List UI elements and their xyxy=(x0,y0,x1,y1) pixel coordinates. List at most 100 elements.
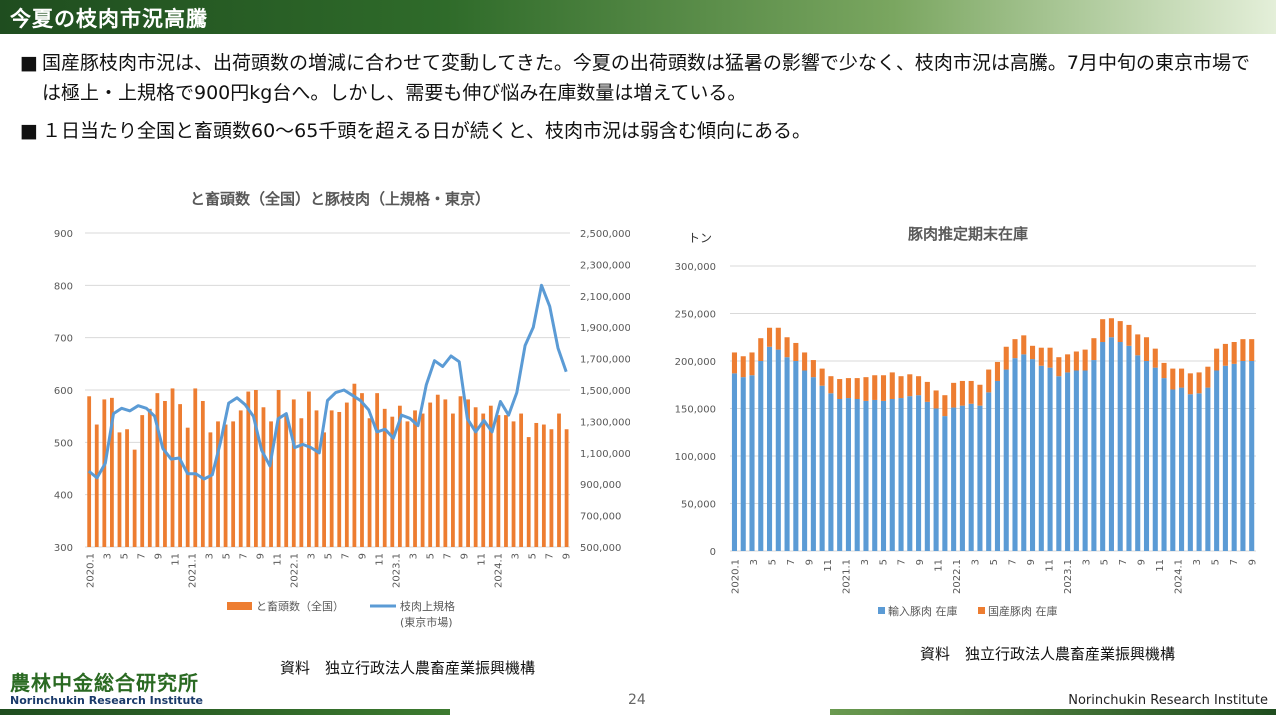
import-stock-bar xyxy=(977,405,983,551)
import-stock-bar xyxy=(1126,345,1132,551)
domestic-stock-bar xyxy=(924,381,930,402)
chart-title: と畜頭数（全国）と豚枝肉（上規格・東京） xyxy=(190,190,490,208)
slaughter-bar xyxy=(208,432,213,547)
slaughter-bar xyxy=(284,415,289,547)
import-stock-bar xyxy=(1205,387,1211,551)
import-stock-bar xyxy=(907,396,913,551)
import-stock-bar xyxy=(775,349,781,551)
import-stock-bar xyxy=(819,385,825,551)
slaughter-bar xyxy=(132,449,137,547)
chart-title: 豚肉推定期末在庫 xyxy=(908,225,1028,243)
left-tick-label: 600 xyxy=(54,386,73,397)
x-tick-label: 3 xyxy=(749,559,760,565)
slaughter-bar xyxy=(329,410,334,547)
slaughter-bar xyxy=(110,397,114,547)
import-stock-bar xyxy=(1073,370,1079,551)
x-tick-label: 11 xyxy=(1044,559,1055,572)
bullet-item: ■ １日当たり全国と畜頭数60～65千頭を超える日が続くと、枝肉市況は弱含む傾向… xyxy=(20,116,1265,146)
bullet-square-icon: ■ xyxy=(20,52,38,74)
slaughter-bar xyxy=(223,424,228,547)
domestic-stock-bar xyxy=(731,352,738,374)
x-tick-label: 7 xyxy=(786,559,797,565)
domestic-stock-bar xyxy=(1170,368,1176,390)
domestic-stock-bar xyxy=(872,375,878,400)
x-tick-label: 5 xyxy=(989,559,1000,565)
domestic-stock-bar xyxy=(942,395,948,417)
slaughter-bar xyxy=(367,418,372,547)
legend-swatch-bar xyxy=(227,602,252,610)
import-stock-bar xyxy=(916,395,922,551)
slaughter-price-chart: と畜頭数（全国）と豚枝肉（上規格・東京） 300 400 500 600 700 800 9… xyxy=(54,190,630,629)
domestic-stock-bar xyxy=(986,369,992,393)
domestic-stock-bar xyxy=(898,376,904,399)
slaughter-bar xyxy=(269,421,273,547)
slaughter-bar xyxy=(564,429,569,547)
import-stock-bar xyxy=(1056,376,1062,551)
slaughter-bar xyxy=(253,390,258,547)
slaughter-bar xyxy=(94,424,99,547)
x-tick-label: 11 xyxy=(477,553,488,566)
domestic-stock-bar xyxy=(1214,348,1220,371)
domestic-stock-bar xyxy=(1161,362,1167,379)
import-stock-bar xyxy=(1012,358,1018,551)
legend-label: 輸入豚肉 在庫 xyxy=(888,604,958,618)
logo-jp-text: 農林中金総合研究所 xyxy=(10,671,199,695)
domestic-stock-bar xyxy=(1222,343,1228,366)
import-stock-bar xyxy=(828,393,834,551)
x-tick-label: 9 xyxy=(255,553,266,559)
bullet-text: １日当たり全国と畜頭数60～65千頭を超える日が続くと、枝肉市況は弱含む傾向にあ… xyxy=(42,120,812,142)
slaughter-bar xyxy=(511,421,516,547)
domestic-stock-bar xyxy=(1003,346,1009,370)
right-tick-label: 1,100,000 xyxy=(580,449,630,460)
slaughter-bar xyxy=(200,400,205,547)
slaughter-bar xyxy=(337,411,342,547)
slaughter-bar xyxy=(397,405,402,547)
slaughter-bar xyxy=(420,413,425,547)
x-tick-label: 7 xyxy=(1229,559,1240,565)
bullet-item: ■ 国産豚枝肉市況は、出荷頭数の増減に合わせて変動してきた。今夏の出荷頭数は猛暑… xyxy=(20,48,1265,108)
domestic-stock-bar xyxy=(977,384,983,406)
x-tick-label: 9 xyxy=(153,553,164,559)
import-stock-bar xyxy=(793,361,799,551)
import-stock-bar xyxy=(810,377,816,551)
right-tick-label: 900,000 xyxy=(580,480,621,491)
price-line xyxy=(87,283,568,481)
import-stock-bar xyxy=(994,380,1001,551)
x-tick-label: 2021.1 xyxy=(187,553,198,588)
legend-label: 国産豚肉 在庫 xyxy=(988,604,1058,618)
import-stock-bar xyxy=(749,375,755,551)
slaughter-bar xyxy=(193,388,198,547)
import-stock-bar xyxy=(1047,367,1053,551)
slaughter-bar xyxy=(344,402,349,547)
import-stock-bar xyxy=(1143,361,1150,551)
left-tick-label: 800 xyxy=(54,281,73,292)
domestic-stock-bar xyxy=(1231,342,1237,364)
legend-label: (東京市場) xyxy=(400,615,453,629)
slaughter-bar xyxy=(405,421,410,547)
import-stock-bar xyxy=(837,399,843,551)
import-stock-bar xyxy=(766,346,773,551)
x-tick-label: 2022.1 xyxy=(952,559,963,594)
import-stock-bar xyxy=(1003,369,1009,551)
domestic-stock-bar xyxy=(951,382,957,408)
x-tick-label: 7 xyxy=(341,553,352,559)
title-bar: 今夏の枝肉市況高騰 xyxy=(0,0,1276,34)
y-tick-label: 100,000 xyxy=(675,452,716,463)
slaughter-bar xyxy=(231,421,236,547)
domestic-stock-bar xyxy=(1073,351,1079,371)
x-tick-label: 7 xyxy=(545,553,556,559)
domestic-stock-bar xyxy=(828,376,834,394)
x-tick-label: 9 xyxy=(1137,559,1148,565)
import-stock-bar xyxy=(758,361,764,551)
legend-label: と畜頭数（全国） xyxy=(256,599,344,613)
bullet-text: 国産豚枝肉市況は、出荷頭数の増減に合わせて変動してきた。今夏の出荷頭数は猛暑の影… xyxy=(42,52,1250,104)
slaughter-bar xyxy=(451,413,455,547)
x-tick-label: 11 xyxy=(170,553,181,566)
domestic-stock-bar xyxy=(1240,339,1246,361)
import-stock-bar xyxy=(942,416,948,551)
x-tick-label: 11 xyxy=(375,553,386,566)
x-tick-label: 11 xyxy=(272,553,283,566)
slaughter-bar xyxy=(261,407,266,547)
domestic-stock-bar xyxy=(793,342,799,361)
domestic-stock-bar xyxy=(819,368,825,386)
